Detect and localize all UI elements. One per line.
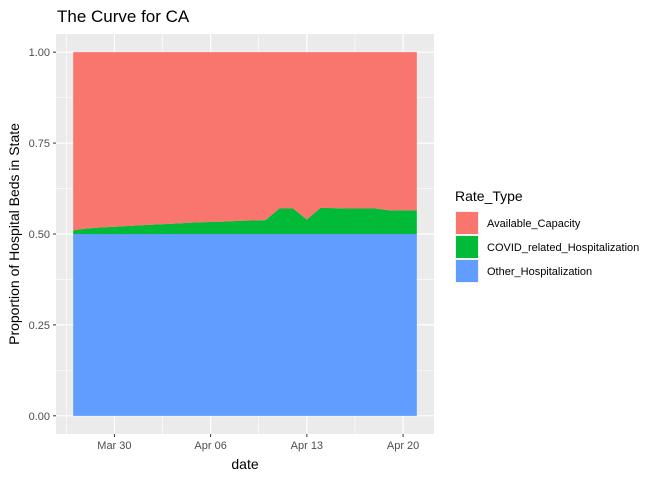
y-tick-label: 0.75: [29, 138, 50, 150]
legend-swatch: [456, 212, 478, 234]
x-tick-label: Apr 06: [194, 440, 226, 452]
y-tick-label: 0.00: [29, 411, 50, 423]
area-other-hospitalization: [73, 234, 417, 416]
legend-label: Other_Hospitalization: [487, 266, 592, 278]
area-available-capacity: [73, 52, 417, 231]
legend-swatch: [456, 236, 478, 258]
chart-title: The Curve for CA: [57, 7, 190, 26]
legend: Rate_Type Available_Capacity COVID_relate…: [455, 188, 639, 283]
area-series: [73, 52, 417, 416]
x-tick-label: Apr 13: [291, 440, 323, 452]
x-tick-label: Apr 20: [387, 440, 419, 452]
y-tick-label: 0.25: [29, 320, 50, 332]
x-axis: Mar 30 Apr 06 Apr 13 Apr 20: [97, 434, 419, 452]
area-covid-related-hospitalization: [73, 207, 417, 234]
x-axis-title: date: [231, 456, 258, 472]
y-axis: 0.00 0.25 0.50 0.75 1.00: [29, 47, 56, 423]
legend-label: COVID_related_Hospitalization: [487, 242, 639, 254]
legend-swatch: [456, 260, 478, 282]
y-tick-label: 1.00: [29, 47, 50, 59]
legend-title: Rate_Type: [455, 188, 523, 204]
y-tick-label: 0.50: [29, 229, 50, 241]
x-tick-label: Mar 30: [97, 440, 131, 452]
legend-label: Available_Capacity: [487, 218, 581, 230]
y-axis-title: Proportion of Hospital Beds in State: [6, 123, 22, 345]
